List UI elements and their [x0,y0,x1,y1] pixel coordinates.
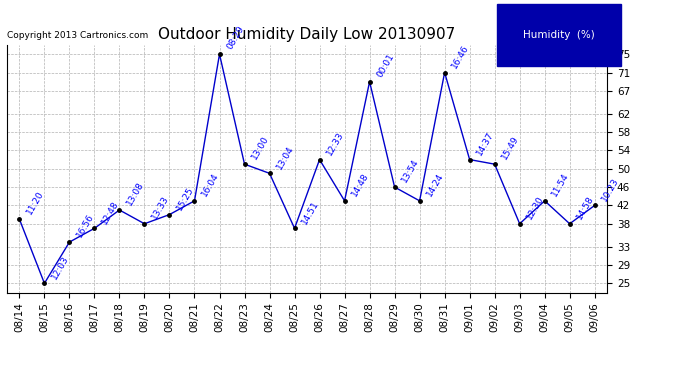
Title: Outdoor Humidity Daily Low 20130907: Outdoor Humidity Daily Low 20130907 [159,27,455,42]
Text: 12:30: 12:30 [525,194,546,221]
Text: 12:03: 12:03 [50,254,70,280]
Text: 00:01: 00:01 [375,52,396,79]
Text: 16:04: 16:04 [200,171,221,198]
Text: 16:56: 16:56 [75,212,96,239]
Text: 10:23: 10:23 [600,176,621,203]
Text: 12:48: 12:48 [100,199,121,225]
Text: Copyright 2013 Cartronics.com: Copyright 2013 Cartronics.com [7,31,148,40]
Text: 14:37: 14:37 [475,130,496,157]
Text: 14:51: 14:51 [300,199,321,225]
Text: 12:33: 12:33 [325,130,346,157]
Text: 13:08: 13:08 [125,180,146,207]
Text: Humidity  (%): Humidity (%) [524,30,595,40]
Text: 13:54: 13:54 [400,158,421,184]
Text: 11:54: 11:54 [550,171,571,198]
Text: 14:24: 14:24 [425,171,446,198]
Text: 15:25: 15:25 [175,185,196,212]
Text: 14:58: 14:58 [575,194,596,221]
Text: 14:48: 14:48 [350,171,371,198]
Text: 13:00: 13:00 [250,135,270,161]
Text: 16:46: 16:46 [450,43,471,70]
Text: 13:04: 13:04 [275,144,296,171]
Text: 11:20: 11:20 [25,190,46,216]
Text: 13:33: 13:33 [150,194,170,221]
Text: 08:29: 08:29 [225,25,246,51]
Text: 15:49: 15:49 [500,135,521,161]
